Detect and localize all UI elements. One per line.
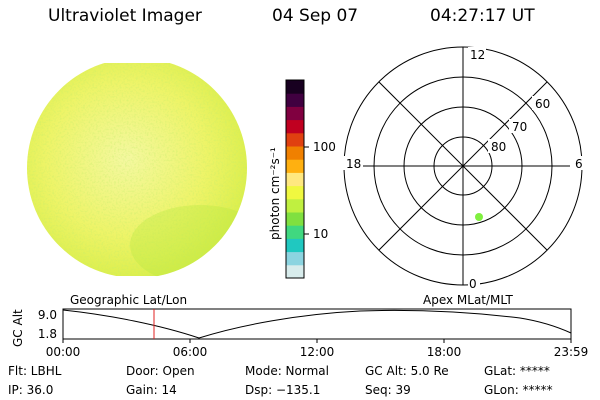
colorbar-segment: [286, 198, 304, 213]
polar-label-12: 12: [470, 48, 485, 62]
satellite-position-marker: [475, 213, 483, 221]
colorbar-frame: [285, 79, 305, 279]
info-mode: Mode: Normal: [245, 364, 329, 378]
colorbar-segment: [286, 251, 304, 266]
colorbar-label-10: 10: [313, 227, 328, 241]
colorbar-segment: [286, 146, 304, 160]
polar-label-6: 6: [575, 157, 583, 171]
info-gc-alt: GC Alt: 5.0 Re: [365, 364, 449, 378]
altitude-y-min: 1.8: [38, 327, 57, 341]
colorbar-segment: [286, 93, 304, 107]
info-dsp: Dsp: −135.1: [245, 383, 320, 397]
colorbar-segment: [286, 80, 304, 94]
colorbar-label-100: 100: [313, 140, 336, 154]
colorbar-segment: [286, 264, 304, 279]
info-glon: GLon: *****: [484, 383, 553, 397]
colorbar-segment: [286, 119, 304, 134]
altitude-plot-frame: [62, 308, 572, 340]
x-tick-1800: 18:00: [427, 345, 462, 359]
polar-grid: [343, 46, 583, 286]
x-tick-1200: 12:00: [300, 345, 335, 359]
info-gain: Gain: 14: [126, 383, 177, 397]
colorbar-segment: [286, 172, 304, 187]
time-label: 04:27:17 UT: [430, 6, 535, 26]
colorbar-segment: [286, 238, 304, 253]
colorbar-unit-label: photon cm⁻²s⁻¹: [268, 147, 282, 240]
polar-label-0: 0: [469, 277, 477, 291]
colorbar-segment: [286, 212, 304, 226]
info-door: Door: Open: [126, 364, 195, 378]
uv-image-disk: [27, 63, 247, 278]
page-title: Ultraviolet Imager: [48, 6, 202, 26]
colorbar-segment: [286, 159, 304, 173]
altitude-plot-right-title: Apex MLat/MLT: [423, 293, 513, 307]
info-flt: Flt: LBHL: [8, 364, 62, 378]
colorbar-segment: [286, 132, 304, 147]
polar-label-60: 60: [535, 97, 550, 111]
info-glat: GLat: *****: [484, 364, 550, 378]
polar-label-18: 18: [346, 157, 361, 171]
colorbar-segment: [286, 106, 304, 121]
altitude-curve: [62, 309, 572, 339]
altitude-y-max: 9.0: [38, 308, 57, 322]
altitude-plot-left-title: Geographic Lat/Lon: [70, 293, 187, 307]
info-ip: IP: 36.0: [8, 383, 53, 397]
colorbar: [286, 80, 304, 279]
colorbar-segment: [286, 225, 304, 239]
x-tick-2359: 23:59: [554, 345, 589, 359]
info-seq: Seq: 39: [365, 383, 411, 397]
x-tick-0000: 00:00: [46, 345, 81, 359]
polar-label-80: 80: [491, 140, 506, 154]
polar-label-70: 70: [512, 120, 527, 134]
colorbar-segment: [286, 185, 304, 200]
altitude-y-label: GC Alt: [11, 309, 25, 347]
x-tick-0600: 06:00: [173, 345, 208, 359]
date-label: 04 Sep 07: [272, 6, 359, 26]
